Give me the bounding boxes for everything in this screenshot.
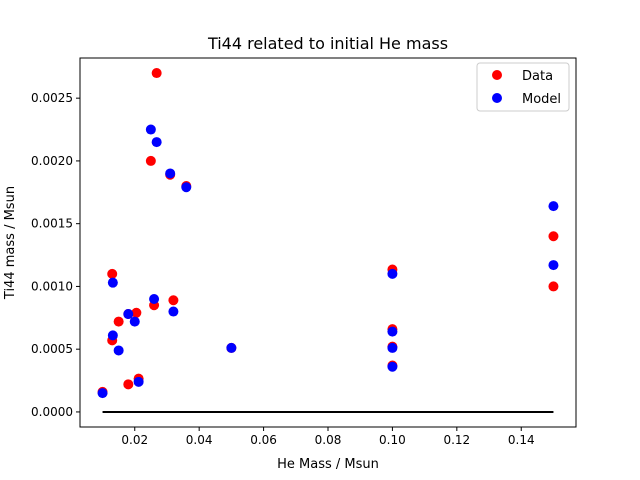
data-point-model (145, 124, 156, 135)
y-tick-label: 0.0020 (31, 154, 73, 168)
data-point-model (548, 201, 559, 212)
points-layer (97, 68, 559, 399)
x-axis: 0.02 0.04 0.06 0.08 0.10 0.12 0.14 (121, 427, 535, 447)
y-axis-label: Ti44 mass / Msun (3, 186, 18, 300)
legend-label-data: Data (522, 69, 553, 84)
legend-marker-data (492, 70, 502, 80)
data-point-model (133, 376, 144, 387)
x-tick-label: 0.12 (443, 433, 470, 447)
y-tick-label: 0.0010 (31, 279, 73, 293)
x-tick-label: 0.04 (186, 433, 213, 447)
data-point-model (151, 137, 162, 148)
y-tick-label: 0.0025 (31, 91, 73, 105)
data-point-model (387, 342, 398, 353)
data-point-model (181, 182, 192, 193)
data-point-data (548, 281, 559, 292)
data-point-data (107, 268, 118, 279)
x-tick-label: 0.06 (250, 433, 277, 447)
y-tick-label: 0.0000 (31, 405, 73, 419)
data-point-model (226, 342, 237, 353)
data-point-model (97, 388, 108, 399)
legend-marker-model (492, 93, 502, 103)
data-point-model (107, 277, 118, 288)
data-point-model (113, 345, 124, 356)
data-point-model (387, 326, 398, 337)
data-point-data (131, 307, 142, 318)
x-tick-label: 0.10 (379, 433, 406, 447)
x-tick-label: 0.14 (508, 433, 535, 447)
y-axis: 0.0000 0.0005 0.0010 0.0015 0.0020 0.0025 (31, 91, 80, 419)
data-point-model (165, 168, 176, 179)
y-tick-label: 0.0015 (31, 217, 73, 231)
x-tick-label: 0.08 (315, 433, 342, 447)
data-point-data (168, 295, 179, 306)
data-point-model (129, 316, 140, 327)
data-point-model (168, 306, 179, 317)
data-point-data (113, 316, 124, 327)
data-point-data (151, 68, 162, 79)
y-tick-label: 0.0005 (31, 342, 73, 356)
data-point-data (123, 379, 134, 390)
legend-label-model: Model (522, 92, 561, 107)
chart-title: Ti44 related to initial He mass (207, 34, 448, 53)
x-tick-label: 0.02 (121, 433, 148, 447)
series-model (97, 124, 559, 399)
data-point-model (387, 268, 398, 279)
data-point-model (548, 260, 559, 271)
data-point-model (387, 361, 398, 372)
x-axis-label: He Mass / Msun (277, 457, 379, 472)
legend: Data Model (476, 62, 570, 112)
data-point-model (123, 309, 134, 320)
data-point-data (548, 231, 559, 242)
data-point-data (145, 155, 156, 166)
data-point-model (107, 330, 118, 341)
data-point-model (149, 293, 160, 304)
